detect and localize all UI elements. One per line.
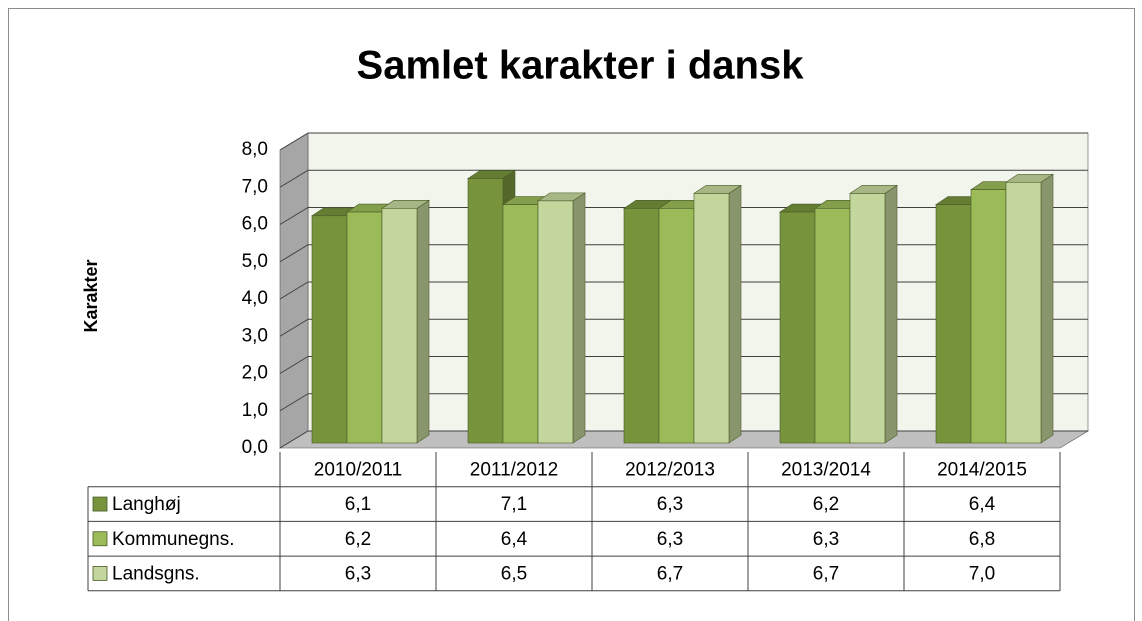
bar: [849, 193, 886, 444]
table-value: 6,4: [501, 529, 528, 550]
bar: [693, 193, 730, 444]
bar-side: [1040, 173, 1054, 444]
bar-side: [416, 199, 430, 444]
bar: [537, 200, 574, 444]
grid-line-side: [279, 132, 309, 151]
y-tick-label: 5,0: [242, 251, 268, 272]
bar-side: [728, 184, 742, 444]
grid-line-side: [279, 318, 309, 337]
y-tick-label: 1,0: [242, 400, 268, 421]
table-value: 7,0: [969, 563, 995, 584]
legend-swatch: [92, 496, 108, 512]
bar: [658, 208, 695, 444]
table-value: 6,3: [657, 529, 683, 550]
table-value: 6,3: [657, 494, 683, 515]
x-tick-label: 2012/2013: [625, 459, 715, 480]
x-tick-label: 2011/2012: [470, 459, 558, 480]
bar: [623, 208, 660, 444]
bar: [346, 211, 383, 444]
y-tick-label: 7,0: [242, 176, 268, 197]
grid-line-side: [279, 356, 309, 374]
bar: [970, 189, 1007, 444]
grid-line-side: [279, 393, 309, 412]
table-value: 6,1: [345, 494, 371, 515]
table-value: 6,2: [345, 529, 371, 550]
y-tick-label: 6,0: [242, 214, 268, 235]
bar: [779, 211, 816, 444]
grid-line-side: [279, 169, 309, 188]
bar: [814, 208, 851, 444]
x-tick-label: 2013/2014: [781, 459, 871, 480]
legend-label: Landsgns.: [112, 563, 200, 584]
bar: [1005, 181, 1042, 444]
legend-swatch: [92, 566, 108, 581]
y-tick-label: 4,0: [242, 288, 268, 309]
legend-label: Kommunegns.: [112, 529, 235, 550]
y-axis-title: Karakter: [81, 259, 101, 332]
x-tick-label: 2014/2015: [937, 459, 1027, 480]
bar: [935, 204, 972, 444]
chart-title: Samlet karakter i dansk: [357, 44, 805, 88]
legend-label: Langhøj: [112, 494, 181, 515]
table-value: 6,8: [969, 529, 995, 550]
table-value: 6,7: [813, 563, 839, 584]
bar: [311, 215, 348, 444]
bar: [467, 178, 504, 444]
y-tick-label: 2,0: [242, 363, 268, 384]
bar-side: [572, 192, 586, 444]
grid-line-side: [279, 207, 309, 225]
table-value: 6,7: [657, 563, 683, 584]
grid-line-side: [279, 244, 309, 263]
legend-swatch: [92, 531, 108, 547]
y-tick-label: 0,0: [242, 437, 268, 458]
table-value: 6,2: [813, 494, 839, 515]
grid-line-side: [279, 281, 309, 300]
y-tick-label: 8,0: [242, 139, 268, 160]
x-tick-label: 2010/2011: [314, 459, 402, 480]
table-value: 6,4: [969, 494, 996, 515]
table-value: 6,3: [813, 529, 839, 550]
bar: [381, 208, 418, 444]
grid-line-side: [279, 430, 309, 449]
table-value: 7,1: [501, 494, 527, 515]
table-value: 6,5: [501, 563, 527, 584]
y-tick-label: 3,0: [242, 325, 268, 346]
bar: [502, 204, 539, 444]
bar-side: [884, 184, 898, 444]
table-value: 6,3: [345, 563, 371, 584]
